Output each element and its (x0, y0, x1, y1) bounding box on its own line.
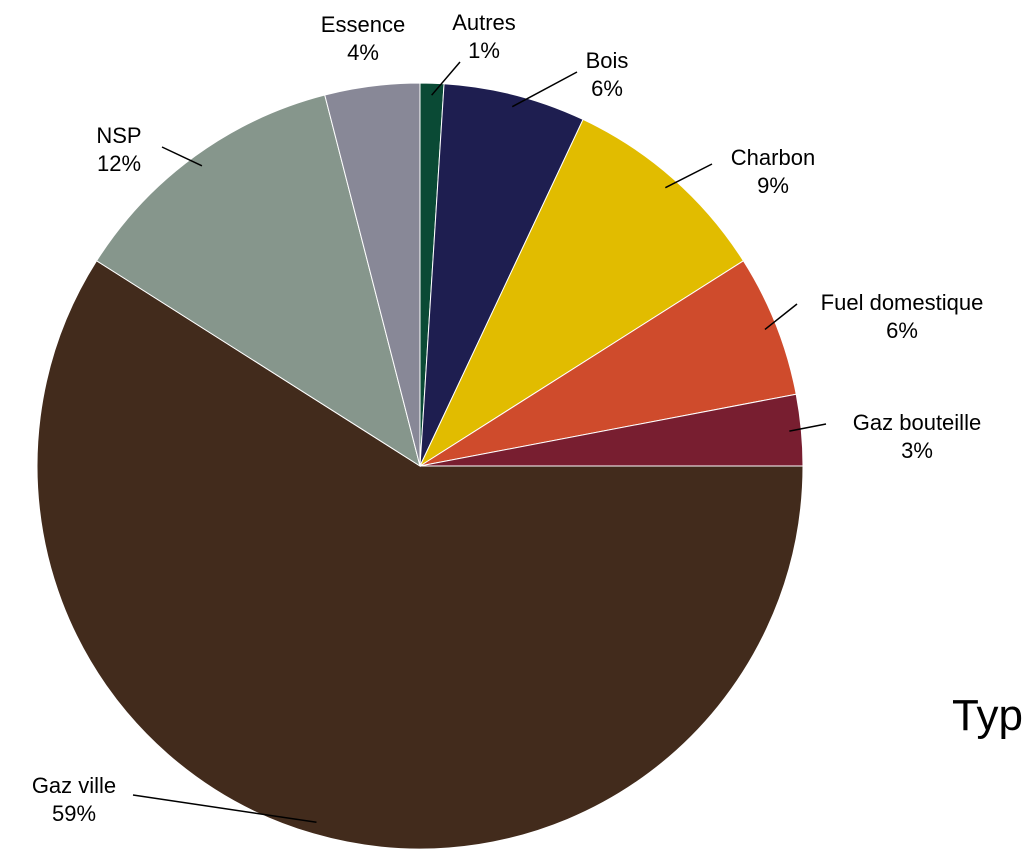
leader-line-charbon (665, 163, 713, 189)
slice-bois (419, 83, 584, 467)
label-nsp: NSP 12% (96, 123, 141, 176)
leader-line-autres (431, 61, 461, 96)
label-value-nsp: 12% (97, 151, 141, 176)
label-value-gaz-ville: 59% (52, 801, 96, 826)
label-charbon: Charbon 9% (731, 145, 815, 198)
label-bois: Bois 6% (586, 48, 629, 101)
slice-essence (324, 82, 421, 467)
pie-slices (36, 82, 804, 850)
label-value-bois: 6% (591, 76, 623, 101)
label-name-fuel-domestique: Fuel domestique (821, 290, 984, 315)
label-name-nsp: NSP (96, 123, 141, 148)
leader-line-gaz-bouteille (789, 423, 827, 432)
label-name-gaz-ville: Gaz ville (32, 773, 116, 798)
leader-line-fuel-domestique (764, 303, 798, 331)
truncated-title-text: Typ (952, 691, 1023, 740)
label-gaz-ville: Gaz ville 59% (32, 773, 116, 826)
leader-lines (132, 61, 827, 824)
label-value-charbon: 9% (757, 173, 789, 198)
label-gaz-bouteille: Gaz bouteille 3% (853, 410, 981, 463)
label-fuel-domestique: Fuel domestique 6% (821, 290, 984, 343)
slice-gaz-ville (36, 260, 804, 850)
leader-line-nsp (161, 146, 203, 167)
slice-labels: Autres 1% Bois 6% Charbon 9% Fuel domestique 6%… (32, 10, 984, 826)
label-name-essence: Essence (321, 12, 405, 37)
leader-line-bois (511, 71, 578, 108)
label-name-gaz-bouteille: Gaz bouteille (853, 410, 981, 435)
slice-charbon (418, 118, 745, 468)
label-value-autres: 1% (468, 38, 500, 63)
leader-line-gaz-ville (132, 794, 317, 824)
label-autres: Autres 1% (452, 10, 516, 63)
slice-fuel-domestique (419, 260, 797, 467)
label-value-fuel-domestique: 6% (886, 318, 918, 343)
label-value-essence: 4% (347, 40, 379, 65)
label-essence: Essence 4% (321, 12, 405, 65)
slice-nsp (95, 94, 421, 468)
label-name-charbon: Charbon (731, 145, 815, 170)
label-name-autres: Autres (452, 10, 516, 35)
label-name-bois: Bois (586, 48, 629, 73)
label-value-gaz-bouteille: 3% (901, 438, 933, 463)
